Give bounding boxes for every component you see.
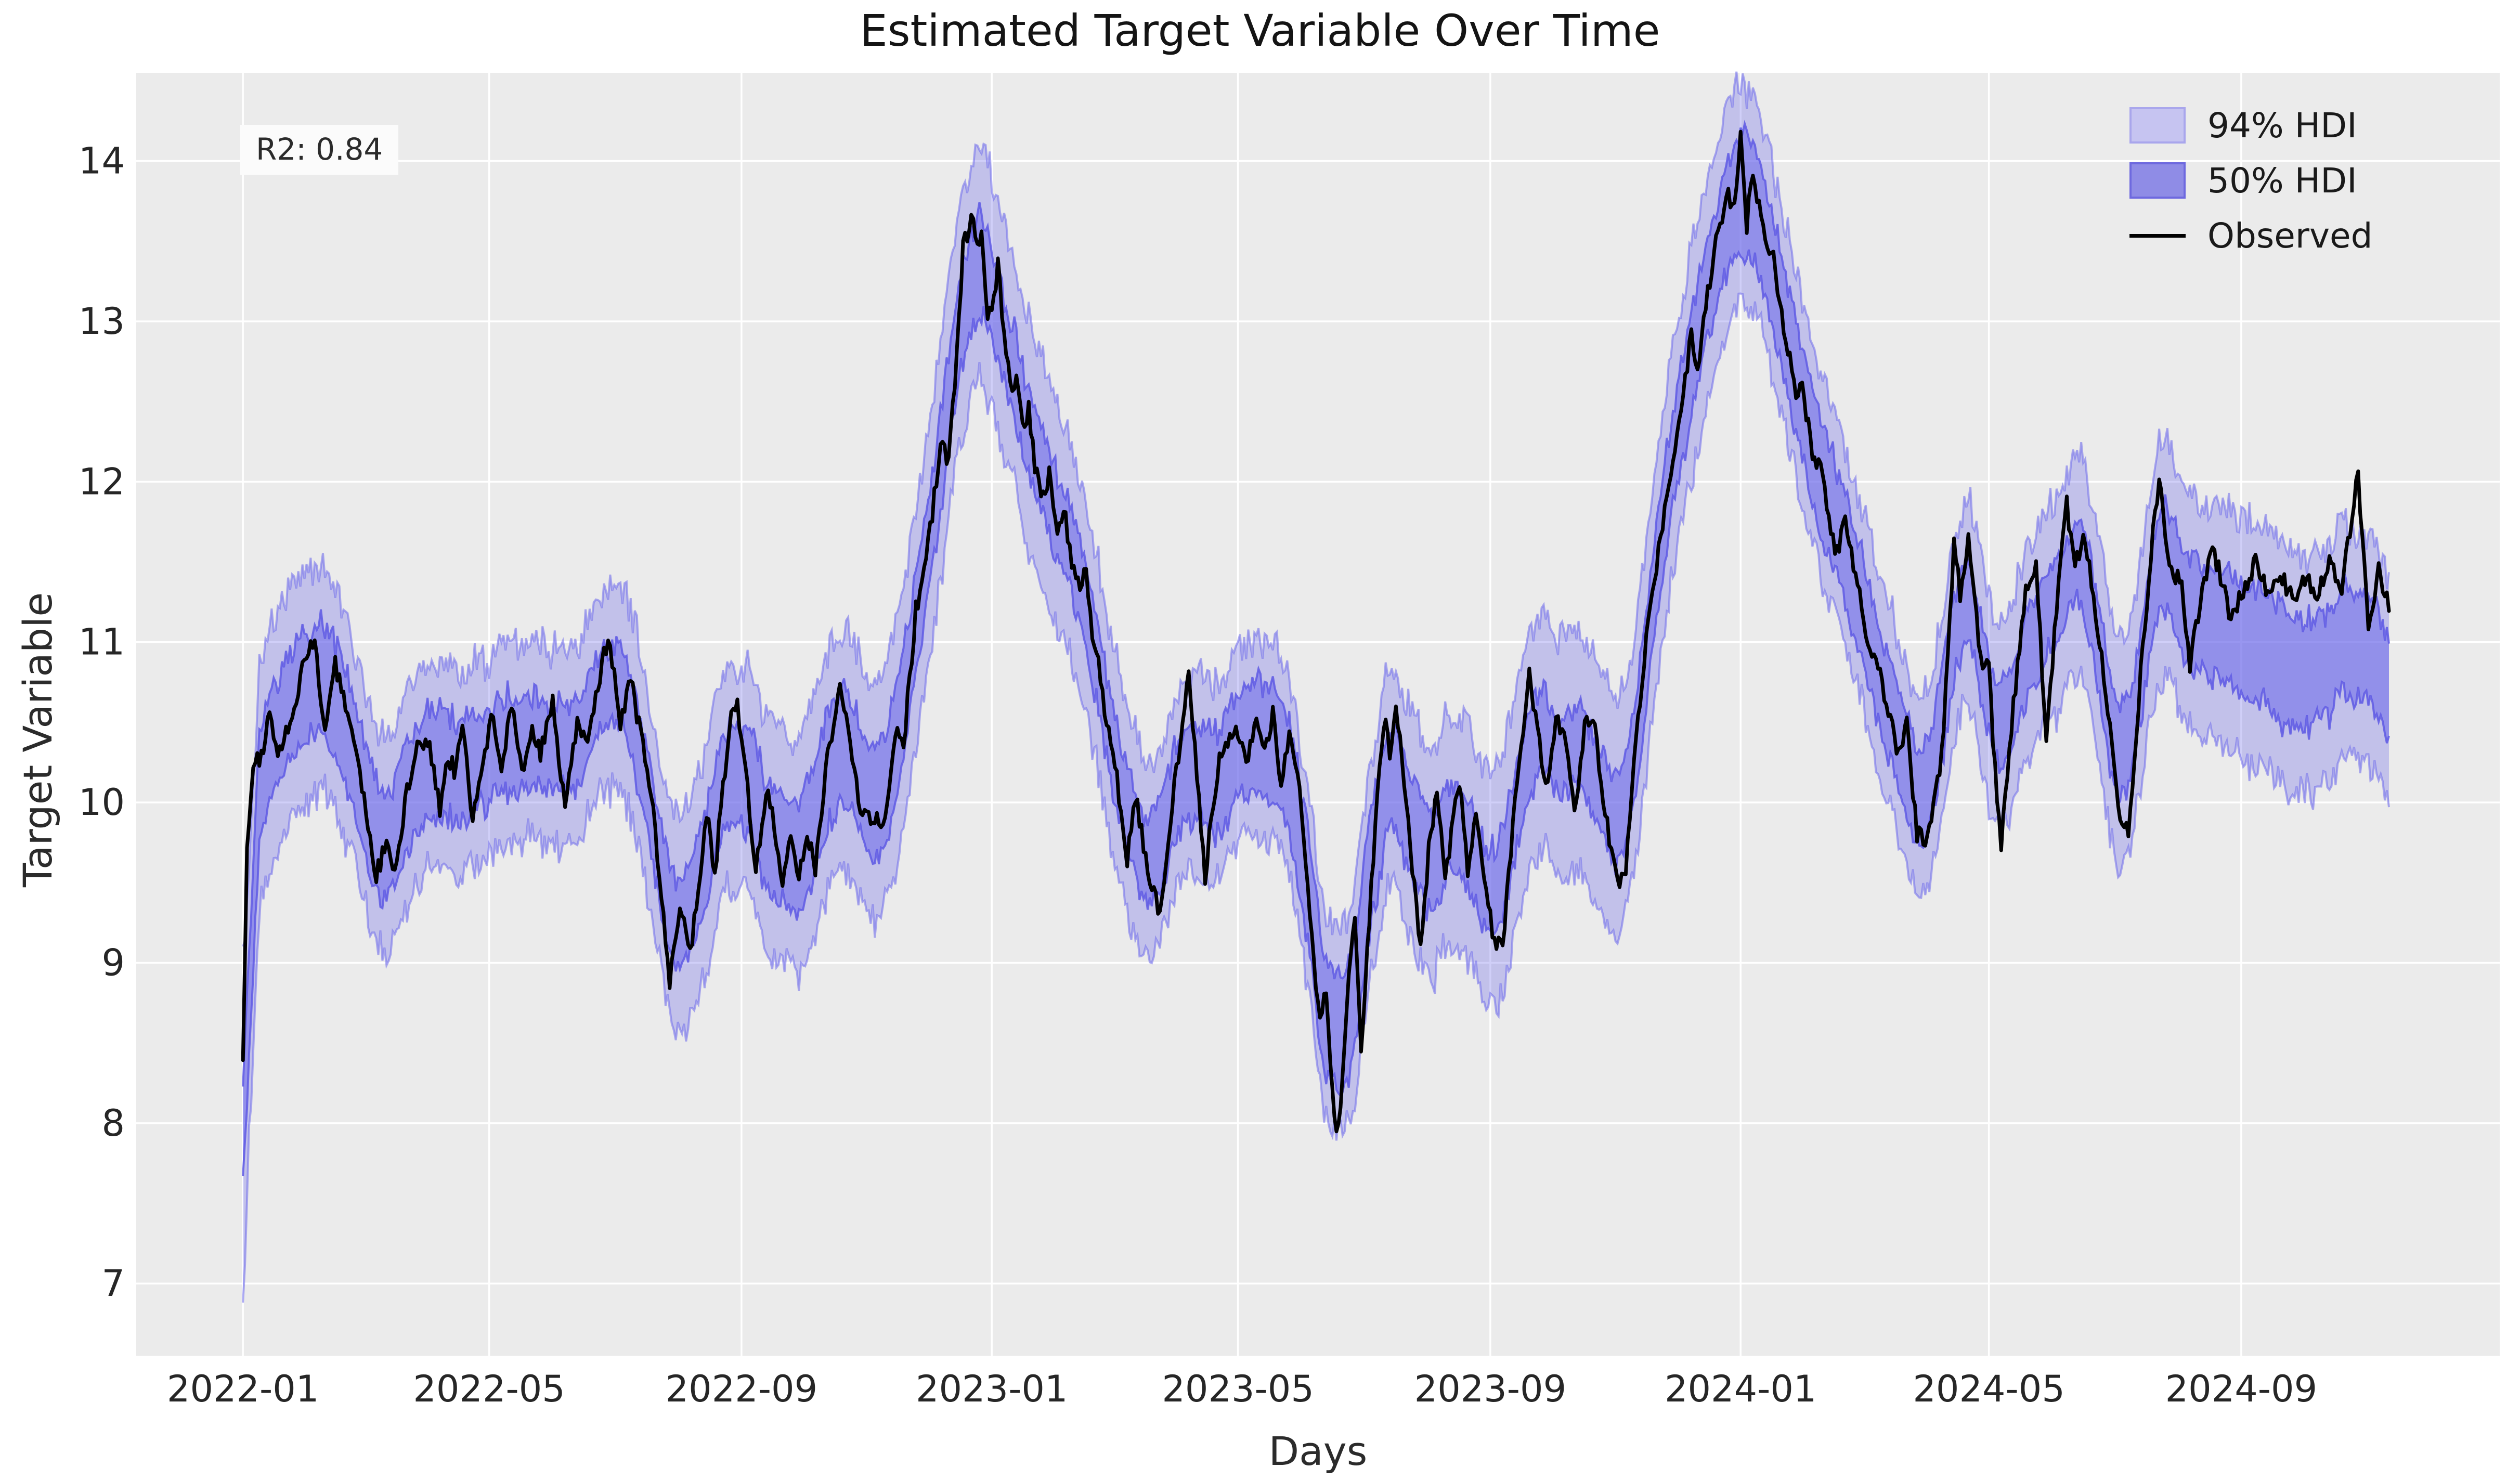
y-tick-label: 13 [79, 300, 125, 343]
y-tick-label: 7 [101, 1262, 125, 1305]
y-tick-label: 12 [79, 460, 125, 503]
x-tick-label: 2022-01 [167, 1368, 319, 1410]
x-tick-label: 2023-09 [1414, 1368, 1566, 1410]
y-tick-label: 10 [79, 781, 125, 824]
x-tick-label: 2023-01 [916, 1368, 1068, 1410]
y-tick-label: 11 [79, 621, 125, 664]
x-tick-label: 2023-05 [1162, 1368, 1314, 1410]
legend: 94% HDI 50% HDI Observed [2129, 98, 2373, 263]
y-tick-label: 8 [101, 1102, 125, 1145]
observed-line-icon [2129, 233, 2186, 238]
x-axis-label: Days [1268, 1428, 1368, 1474]
hdi50-swatch-icon [2129, 162, 2186, 199]
x-tick-label: 2024-05 [1913, 1368, 2064, 1410]
r2-annotation: R2: 0.84 [240, 125, 399, 175]
x-tick-label: 2024-09 [2165, 1368, 2317, 1410]
y-axis-label-text: Target Variable [15, 592, 61, 888]
x-tick-label: 2024-01 [1665, 1368, 1816, 1410]
hdi94-swatch-icon [2129, 107, 2186, 144]
y-tick-label: 9 [101, 941, 125, 984]
legend-label: Observed [2207, 215, 2373, 256]
legend-item: 50% HDI [2129, 153, 2373, 208]
y-axis-label: Target Variable [15, 0, 61, 1480]
x-tick-label: 2022-09 [666, 1368, 817, 1410]
legend-item: 94% HDI [2129, 98, 2373, 153]
chart-title: Estimated Target Variable Over Time [860, 5, 1660, 56]
legend-label: 50% HDI [2207, 160, 2357, 201]
y-tick-label: 14 [79, 140, 125, 183]
legend-item: Observed [2129, 208, 2373, 263]
legend-label: 94% HDI [2207, 105, 2357, 146]
x-tick-label: 2022-05 [413, 1368, 565, 1410]
